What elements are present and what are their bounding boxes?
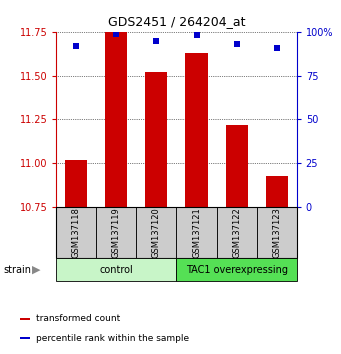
Text: GSM137119: GSM137119: [112, 207, 121, 258]
Bar: [217, 207, 257, 258]
Bar: [20, 318, 30, 320]
Text: ▶: ▶: [32, 265, 40, 275]
Point: [74, 43, 79, 49]
Bar: [56, 207, 97, 258]
Bar: [136, 207, 177, 258]
Text: strain: strain: [3, 265, 31, 275]
Point: [194, 33, 199, 38]
Point: [234, 41, 239, 47]
Text: TAC1 overexpressing: TAC1 overexpressing: [186, 265, 287, 275]
Bar: [56, 258, 177, 281]
Point: [114, 31, 119, 36]
Title: GDS2451 / 264204_at: GDS2451 / 264204_at: [108, 15, 245, 28]
Bar: [20, 337, 30, 339]
Bar: [177, 207, 217, 258]
Bar: [96, 207, 136, 258]
Text: GSM137120: GSM137120: [152, 207, 161, 258]
Text: GSM137122: GSM137122: [232, 207, 241, 258]
Bar: [145, 72, 167, 207]
Bar: [225, 125, 248, 207]
Text: transformed count: transformed count: [36, 314, 121, 324]
Bar: [177, 258, 297, 281]
Bar: [266, 176, 288, 207]
Text: GSM137118: GSM137118: [72, 207, 81, 258]
Text: control: control: [100, 265, 133, 275]
Text: GSM137121: GSM137121: [192, 207, 201, 258]
Text: GSM137123: GSM137123: [272, 207, 281, 258]
Bar: [105, 32, 128, 207]
Bar: [65, 160, 87, 207]
Bar: [186, 53, 208, 207]
Point: [154, 38, 159, 44]
Bar: [257, 207, 297, 258]
Text: percentile rank within the sample: percentile rank within the sample: [36, 334, 190, 343]
Point: [274, 45, 279, 51]
